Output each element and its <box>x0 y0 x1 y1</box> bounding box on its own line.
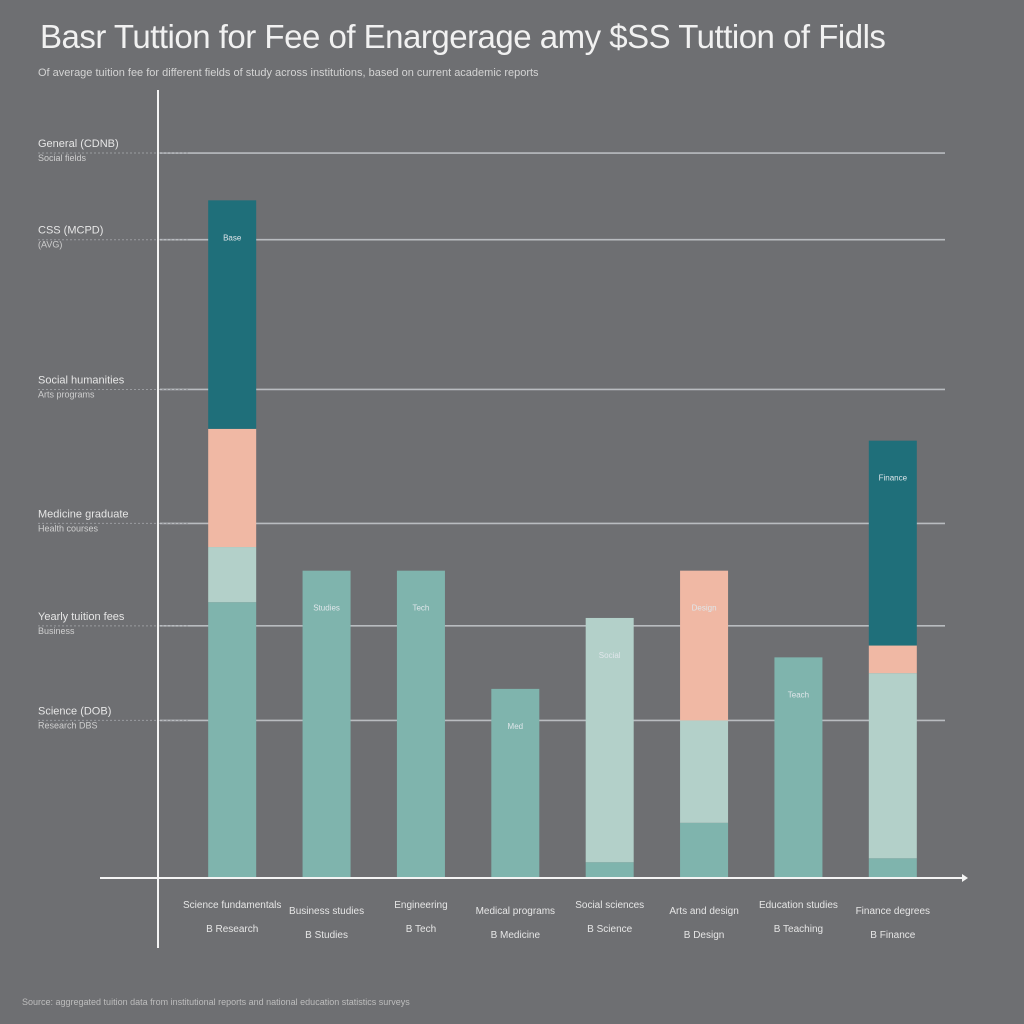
chart-subtitle: Of average tuition fee for different fie… <box>38 67 539 79</box>
x-tick-label: Arts and design <box>669 906 739 917</box>
bar-segment <box>680 822 729 878</box>
x-axis-labels: Science fundamentals B Research Business s… <box>183 900 930 941</box>
x-tick-label: Science fundamentals <box>183 900 281 911</box>
x-tick-sublabel: B Design <box>684 930 725 941</box>
bar-segment <box>491 688 540 878</box>
y-tick-sublabel: Health courses <box>38 523 99 533</box>
bar-segment <box>208 200 257 429</box>
x-tick-sublabel: B Research <box>206 924 258 935</box>
bar-data-label: Teach <box>788 690 809 699</box>
y-tick-sublabel: Social fields <box>38 153 87 163</box>
bar-segment <box>585 617 634 863</box>
bar-data-label: Design <box>692 604 717 613</box>
bar-segment <box>868 858 917 878</box>
y-tick-label: Social humanities <box>38 374 125 386</box>
bar-segment <box>868 440 917 646</box>
x-tick-sublabel: B Science <box>587 924 632 935</box>
bar-segment <box>868 645 917 674</box>
x-axis-arrow <box>962 874 968 882</box>
y-tick-label: CSS (MCPD) <box>38 225 103 237</box>
bar-data-label: Base <box>223 233 242 242</box>
x-tick-sublabel: B Medicine <box>491 930 541 941</box>
x-tick-label: Engineering <box>394 900 447 911</box>
y-axis-labels: Science (DOB) Research DBS Yearly tuition … <box>38 138 190 730</box>
y-tick-sublabel: Research DBS <box>38 720 98 730</box>
y-tick-sublabel: (AVG) <box>38 240 62 250</box>
bar-segment <box>396 570 445 878</box>
y-tick-label: Yearly tuition fees <box>38 611 125 623</box>
bar-segment <box>208 428 257 548</box>
bar-data-label: Finance <box>879 474 908 483</box>
x-tick-sublabel: B Studies <box>305 930 348 941</box>
x-tick-label: Finance degrees <box>856 906 931 917</box>
bar-data-label: Tech <box>412 604 429 613</box>
bar-segment <box>302 570 351 878</box>
bar-segment <box>208 602 257 878</box>
gridlines <box>160 152 945 722</box>
bar-segment <box>585 862 634 878</box>
bar-data-label: Studies <box>313 604 340 613</box>
bar-segment <box>868 673 917 859</box>
x-tick-sublabel: B Finance <box>870 930 915 941</box>
y-tick-sublabel: Business <box>38 626 75 636</box>
y-tick-label: Medicine graduate <box>38 508 129 520</box>
x-tick-label: Education studies <box>759 900 838 911</box>
x-tick-sublabel: B Tech <box>406 924 436 935</box>
x-tick-sublabel: B Teaching <box>774 924 823 935</box>
source-note: Source: aggregated tuition data from ins… <box>22 997 410 1007</box>
x-tick-label: Social sciences <box>575 900 644 911</box>
y-tick-label: General (CDNB) <box>38 138 119 150</box>
bar-segment <box>208 547 257 603</box>
bar-segment <box>680 720 729 823</box>
y-tick-label: Science (DOB) <box>38 705 111 717</box>
chart-title: Basr Tuttion for Fee of Enargerage amy $… <box>40 18 886 55</box>
bar-segment <box>680 570 729 721</box>
bars: Base Studies Tech Med Social Design Teach Finan… <box>208 200 917 878</box>
bar-data-label: Med <box>508 722 524 731</box>
x-tick-label: Medical programs <box>476 906 555 917</box>
y-tick-sublabel: Arts programs <box>38 389 95 399</box>
bar-data-label: Social <box>599 651 621 660</box>
x-tick-label: Business studies <box>289 906 364 917</box>
bar-segment <box>774 657 823 878</box>
